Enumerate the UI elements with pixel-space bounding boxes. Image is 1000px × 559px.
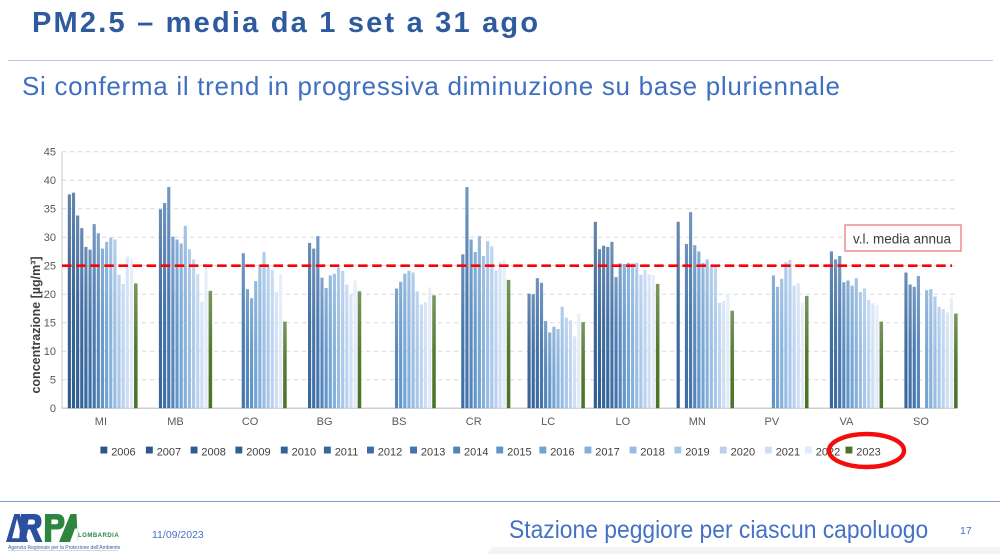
svg-text:20: 20 bbox=[44, 289, 56, 301]
svg-text:CO: CO bbox=[242, 416, 259, 428]
svg-text:concentrazione [µg/m³]: concentrazione [µg/m³] bbox=[29, 256, 43, 393]
svg-text:2021: 2021 bbox=[776, 446, 800, 458]
svg-text:2012: 2012 bbox=[378, 446, 402, 458]
svg-text:2015: 2015 bbox=[507, 446, 531, 458]
svg-text:2006: 2006 bbox=[111, 446, 135, 458]
svg-text:2020: 2020 bbox=[731, 446, 755, 458]
svg-text:2011: 2011 bbox=[335, 446, 359, 458]
svg-text:MN: MN bbox=[689, 416, 706, 428]
svg-text:0: 0 bbox=[50, 403, 56, 415]
svg-text:VA: VA bbox=[839, 416, 854, 428]
svg-text:45: 45 bbox=[44, 147, 56, 159]
svg-text:2009: 2009 bbox=[246, 446, 270, 458]
svg-text:Agenzia Regionale per la Prote: Agenzia Regionale per la Protezione dell… bbox=[8, 545, 121, 551]
svg-text:PV: PV bbox=[765, 416, 780, 428]
svg-text:2007: 2007 bbox=[157, 446, 181, 458]
svg-text:2018: 2018 bbox=[640, 446, 664, 458]
svg-text:v.l. media annua: v.l. media annua bbox=[853, 232, 952, 247]
svg-text:40: 40 bbox=[44, 175, 56, 187]
svg-text:25: 25 bbox=[44, 261, 56, 273]
svg-text:LC: LC bbox=[541, 416, 555, 428]
svg-text:10: 10 bbox=[44, 346, 56, 358]
svg-text:2014: 2014 bbox=[464, 446, 488, 458]
svg-text:35: 35 bbox=[44, 204, 56, 216]
svg-text:2013: 2013 bbox=[421, 446, 445, 458]
svg-text:2010: 2010 bbox=[292, 446, 316, 458]
svg-text:15: 15 bbox=[44, 318, 56, 330]
svg-text:2017: 2017 bbox=[595, 446, 619, 458]
svg-text:5: 5 bbox=[50, 375, 56, 387]
svg-text:2023: 2023 bbox=[856, 446, 880, 458]
svg-text:SO: SO bbox=[913, 416, 929, 428]
svg-text:2016: 2016 bbox=[550, 446, 574, 458]
svg-text:BG: BG bbox=[317, 416, 333, 428]
svg-text:30: 30 bbox=[44, 232, 56, 244]
svg-text:LOMBARDIA: LOMBARDIA bbox=[78, 533, 119, 539]
svg-text:2019: 2019 bbox=[685, 446, 709, 458]
svg-text:CR: CR bbox=[466, 416, 482, 428]
svg-text:MB: MB bbox=[167, 416, 184, 428]
svg-text:MI: MI bbox=[95, 416, 107, 428]
svg-text:LO: LO bbox=[615, 416, 630, 428]
svg-text:BS: BS bbox=[392, 416, 407, 428]
svg-text:2008: 2008 bbox=[201, 446, 225, 458]
